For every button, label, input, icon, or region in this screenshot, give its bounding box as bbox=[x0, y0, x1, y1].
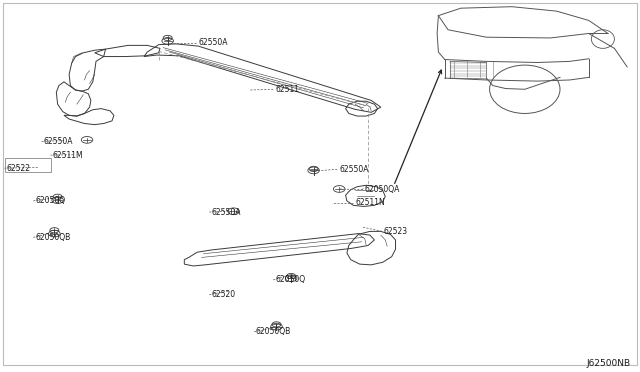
Text: 62050Q: 62050Q bbox=[35, 196, 65, 205]
Text: 62511: 62511 bbox=[275, 85, 300, 94]
Text: 62050QA: 62050QA bbox=[365, 185, 400, 194]
Text: 62550A: 62550A bbox=[44, 137, 73, 146]
Bar bbox=[5, 158, 51, 172]
Text: 62511N: 62511N bbox=[355, 198, 385, 207]
Text: 62550A: 62550A bbox=[198, 38, 228, 47]
Text: 62550A: 62550A bbox=[211, 208, 241, 217]
Text: 62523: 62523 bbox=[384, 227, 408, 236]
Text: J62500NB: J62500NB bbox=[586, 359, 630, 368]
Text: 62050Q: 62050Q bbox=[275, 275, 305, 284]
Text: 62511M: 62511M bbox=[52, 151, 83, 160]
Text: 62050QB: 62050QB bbox=[256, 327, 291, 336]
Text: 62050QB: 62050QB bbox=[35, 233, 70, 242]
Text: 62550A: 62550A bbox=[339, 165, 369, 174]
Text: 62520: 62520 bbox=[211, 290, 236, 299]
Text: 62522: 62522 bbox=[6, 164, 31, 173]
